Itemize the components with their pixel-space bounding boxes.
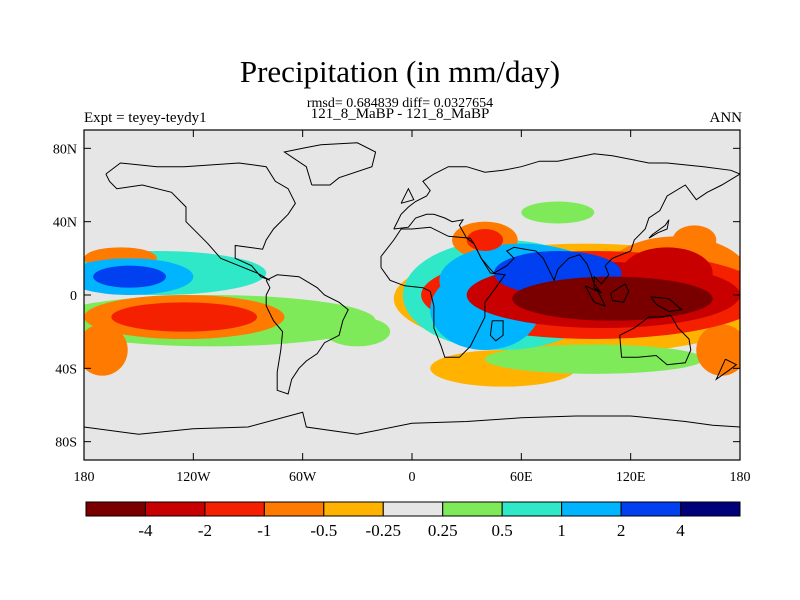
- coastline: [489, 320, 504, 342]
- chart-stats: rmsd= 0.684839 diff= 0.0327654: [306, 96, 494, 111]
- x-tick-label: 0: [409, 470, 416, 485]
- x-tick-label: 120W: [176, 470, 211, 485]
- colorbar: -4 -2 -1 -0.5 -0.25 0.25 0.5 1 2 4: [85, 501, 741, 540]
- anomaly-region: [84, 324, 128, 376]
- y-tick-label: 40S: [55, 362, 77, 377]
- chart-title: Precipitation (in mm/day): [239, 54, 561, 89]
- colorbar-swatch: [263, 501, 325, 517]
- colorbar-swatch: [144, 501, 206, 517]
- x-tick-label: 60E: [510, 470, 533, 485]
- colorbar-label: 0.5: [492, 521, 513, 540]
- anomaly-region: [672, 225, 717, 255]
- colorbar-swatch: [382, 501, 444, 517]
- coastline: [84, 411, 740, 460]
- coastline: [650, 296, 683, 313]
- colorbar-label: -2: [198, 521, 212, 540]
- coastline: [283, 142, 377, 186]
- anomaly-region: [93, 265, 166, 288]
- coastline: [584, 285, 607, 307]
- colorbar-label: -4: [138, 521, 153, 540]
- colorbar-swatch: [680, 501, 741, 517]
- y-tick-label: 0: [70, 289, 77, 304]
- coastline: [400, 187, 415, 204]
- coastline: [619, 314, 692, 366]
- y-tick-label: 40N: [53, 216, 77, 231]
- colorbar-label: -0.5: [310, 521, 337, 540]
- anomaly-region: [324, 317, 391, 347]
- colorbar-swatch: [85, 501, 146, 517]
- anomaly-region: [111, 302, 258, 332]
- anomaly-region: [466, 229, 504, 251]
- colorbar-label: 2: [617, 521, 626, 540]
- experiment-label: Expt = teyey-teydy1: [84, 110, 207, 126]
- colorbar-swatch: [442, 501, 503, 517]
- coastline: [715, 358, 738, 381]
- x-tick-label: 120E: [616, 470, 646, 485]
- colorbar-swatch: [561, 501, 622, 517]
- coastline: [380, 226, 506, 358]
- colorbar-swatch: [501, 501, 563, 517]
- colorbar-swatch: [323, 501, 384, 517]
- colorbar-label: 0.25: [428, 521, 458, 540]
- coastline: [648, 219, 670, 239]
- coastline-layer: [84, 142, 740, 460]
- y-tick-label: 80S: [55, 436, 77, 451]
- x-tick-label: 180: [730, 470, 751, 485]
- coastline: [610, 283, 630, 303]
- colorbar-label: -0.25: [366, 521, 401, 540]
- anomaly-region: [484, 344, 704, 374]
- colorbar-swatch: [620, 501, 682, 517]
- colorbar-label: -1: [257, 521, 271, 540]
- axis-ticks: 180 120W 60W 0 60E 120E 180 80N 40N 0 40S 80S: [53, 130, 751, 485]
- coastline: [105, 162, 296, 281]
- anomaly-region: [521, 201, 595, 224]
- season-label: ANN: [709, 110, 743, 126]
- colorbar-label: 1: [557, 521, 566, 540]
- chart-subtitle: 121_8_MaBP - 121_8_MaBP: [310, 106, 490, 122]
- x-tick-label: 180: [74, 470, 95, 485]
- coastline: [265, 274, 349, 395]
- colorbar-swatch: [204, 501, 265, 517]
- anomaly-region: [696, 324, 740, 376]
- x-tick-label: 60W: [289, 470, 317, 485]
- colorbar-label: 4: [676, 521, 685, 540]
- y-tick-label: 80N: [53, 142, 77, 157]
